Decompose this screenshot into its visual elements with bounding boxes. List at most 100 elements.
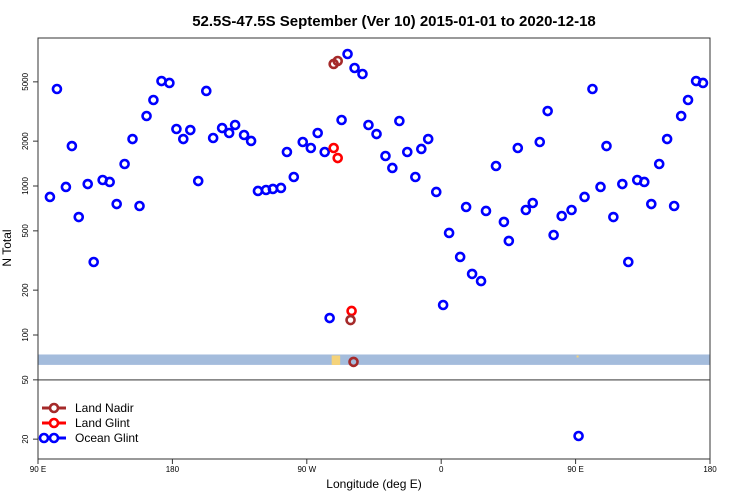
data-point-ocean-glint <box>66 140 78 152</box>
data-point-ocean-glint <box>111 198 122 210</box>
data-point-land-nadir <box>345 314 356 326</box>
data-point-ocean-glint <box>682 94 694 106</box>
data-point-ocean-glint <box>490 160 502 172</box>
data-point-ocean-glint <box>148 94 159 106</box>
x-tick-label: 90 E <box>30 465 46 474</box>
data-point-ocean-glint <box>336 114 347 126</box>
data-point-ocean-glint <box>192 175 204 187</box>
data-point-ocean-glint <box>324 312 335 324</box>
data-point-ocean-glint <box>475 275 487 287</box>
data-point-ocean-glint <box>342 48 353 60</box>
axis-ticks: 90 E 180 90 W 0 90 E 180 20 50 100 200 500 1000 2000… <box>21 72 717 474</box>
data-point-ocean-glint <box>534 136 546 148</box>
band-marker <box>336 355 341 365</box>
legend-marker <box>38 432 50 444</box>
data-point-ocean-glint <box>394 115 405 127</box>
data-point-ocean-glint <box>387 162 398 174</box>
data-point-ocean-glint <box>88 256 100 268</box>
data-point-ocean-glint <box>357 68 368 80</box>
data-point-ocean-glint <box>548 229 559 241</box>
data-point-ocean-glint <box>267 183 279 195</box>
data-band <box>38 354 710 365</box>
data-point-ocean-glint <box>697 77 709 89</box>
data-point-ocean-glint <box>675 110 687 122</box>
data-point-ocean-glint <box>229 119 241 131</box>
data-point-ocean-glint <box>141 110 152 122</box>
data-point-ocean-glint <box>460 201 472 213</box>
data-point-ocean-glint <box>454 251 466 263</box>
data-point-ocean-glint <box>127 133 138 145</box>
data-point-ocean-glint <box>238 129 250 141</box>
y-tick-label: 100 <box>21 328 30 342</box>
data-point-ocean-glint <box>646 198 657 210</box>
x-tick-label: 180 <box>166 465 180 474</box>
data-point-ocean-glint <box>617 178 628 190</box>
data-point-ocean-glint <box>661 133 673 145</box>
data-point-ocean-glint <box>402 146 413 158</box>
data-point-ocean-glint <box>416 143 427 155</box>
data-point-ocean-glint <box>104 176 115 188</box>
data-point-ocean-glint <box>601 140 612 152</box>
data-point-ocean-glint <box>216 122 228 134</box>
data-point-ocean-glint <box>185 124 196 136</box>
band-rect <box>38 354 710 365</box>
y-tick-label: 200 <box>21 283 30 297</box>
legend-label: Land Glint <box>75 416 130 430</box>
data-point-ocean-glint <box>556 210 568 222</box>
y-tick-label: 5000 <box>21 72 30 90</box>
data-point-ocean-glint <box>349 62 360 74</box>
data-points <box>44 48 709 442</box>
y-tick-label: 500 <box>21 224 30 238</box>
data-point-ocean-glint <box>466 268 478 280</box>
data-point-ocean-glint <box>305 142 317 154</box>
data-point-ocean-glint <box>595 181 606 193</box>
x-tick-label: 90 E <box>567 465 583 474</box>
data-point-ocean-glint <box>422 133 434 145</box>
legend-label: Land Nadir <box>75 401 134 415</box>
data-point-ocean-glint <box>134 200 145 212</box>
data-point-ocean-glint <box>380 150 391 162</box>
data-point-ocean-glint <box>520 204 532 216</box>
data-point-ocean-glint <box>223 127 235 139</box>
data-point-ocean-glint <box>638 176 650 188</box>
plot-frame <box>37 37 711 460</box>
chart-title: 52.5S-47.5S September (Ver 10) 2015-01-0… <box>192 13 596 30</box>
data-point-ocean-glint <box>668 200 680 212</box>
data-point-ocean-glint <box>82 178 94 190</box>
data-point-ocean-glint <box>281 146 293 158</box>
data-point-ocean-glint <box>527 197 539 209</box>
x-tick-label: 90 W <box>297 465 316 474</box>
data-point-ocean-glint <box>275 182 287 194</box>
data-point-ocean-glint <box>579 191 590 203</box>
data-point-ocean-glint <box>312 127 324 139</box>
data-point-ocean-glint <box>164 77 175 89</box>
data-point-ocean-glint <box>319 146 331 158</box>
data-point-ocean-glint <box>443 227 455 239</box>
data-point-ocean-glint <box>587 83 598 95</box>
data-point-land-nadir <box>332 55 344 67</box>
x-tick-label: 0 <box>439 465 444 474</box>
data-point-ocean-glint <box>207 132 219 144</box>
data-point-ocean-glint <box>573 430 584 442</box>
y-tick-label: 2000 <box>21 132 30 150</box>
x-tick-label: 180 <box>703 465 717 474</box>
data-point-land-glint <box>328 142 339 154</box>
legend-marker <box>48 402 60 414</box>
data-point-ocean-glint <box>430 186 442 198</box>
data-point-ocean-glint <box>512 142 524 154</box>
data-point-land-nadir <box>348 356 359 368</box>
data-point-ocean-glint <box>73 211 85 223</box>
data-point-ocean-glint <box>653 158 665 170</box>
data-point-ocean-glint <box>542 105 553 117</box>
data-point-ocean-glint <box>60 181 72 193</box>
y-tick-label: 50 <box>21 375 30 384</box>
data-point-ocean-glint <box>288 171 300 183</box>
data-point-ocean-glint <box>245 135 257 147</box>
data-point-ocean-glint <box>200 85 212 97</box>
legend-marker <box>48 432 60 444</box>
data-point-ocean-glint <box>623 256 634 268</box>
legend-marker <box>48 417 60 429</box>
data-point-ocean-glint <box>480 205 492 217</box>
data-point-ocean-glint <box>252 185 264 197</box>
